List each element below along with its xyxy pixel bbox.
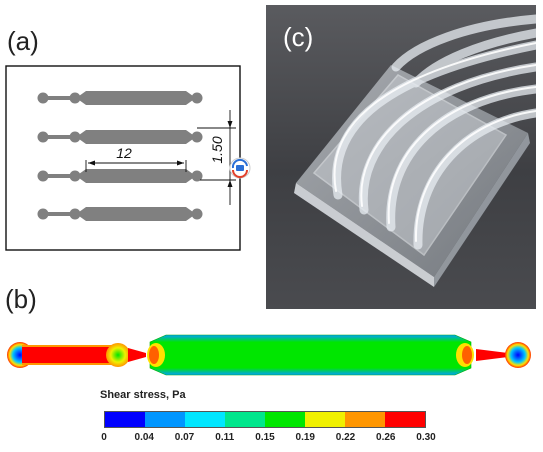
- colorbar-tick-label: 0.22: [335, 432, 356, 443]
- colorbar-segment: [185, 412, 225, 427]
- device-photo: [266, 5, 536, 309]
- wide-chamber: [149, 334, 472, 376]
- outlet-right: [505, 342, 531, 368]
- channel-row-4: [37, 207, 203, 221]
- colorbar-tick-label: 0.30: [416, 432, 436, 443]
- panel-label-b: (b): [5, 284, 37, 314]
- colorbar-tick-label: 0.04: [134, 432, 154, 443]
- legend-title: Shear stress, Pa: [100, 389, 186, 401]
- colorbar-tick-label: 0.19: [295, 432, 315, 443]
- colorbar-segment: [305, 412, 345, 427]
- colorbar: [104, 411, 426, 428]
- panel-label-c: (c): [283, 22, 314, 52]
- panel-label-a: (a): [7, 26, 39, 56]
- node-left: [106, 343, 130, 367]
- spacing-dimension-label: 1.50: [209, 136, 225, 163]
- length-dimension: [85, 160, 187, 172]
- colorbar-tick-label: 0.26: [376, 432, 396, 443]
- colorbar-tick-label: 0.11: [215, 432, 235, 443]
- length-dimension-label: 12: [116, 145, 132, 161]
- channel-layout-drawing: 12 1.50: [5, 65, 251, 251]
- colorbar-segment: [225, 412, 265, 427]
- channel-row-3: [37, 169, 203, 183]
- rotate-icon: [229, 157, 251, 179]
- colorbar-segment: [265, 412, 305, 427]
- narrow-channel-left: [22, 345, 112, 365]
- colorbar-tick-label: 0.07: [174, 432, 195, 443]
- colorbar-tick-label: 0: [101, 432, 107, 443]
- shear-stress-contour: [7, 334, 531, 376]
- colorbar-segment: [345, 412, 385, 427]
- colorbar-segment: [385, 412, 425, 427]
- channel-row-2: [37, 130, 203, 144]
- colorbar-tick-label: 0.15: [255, 432, 275, 443]
- colorbar-segment: [145, 412, 185, 427]
- channel-row-1: [37, 91, 203, 105]
- colorbar-segment: [105, 412, 145, 427]
- spacing-dimension: [197, 110, 236, 205]
